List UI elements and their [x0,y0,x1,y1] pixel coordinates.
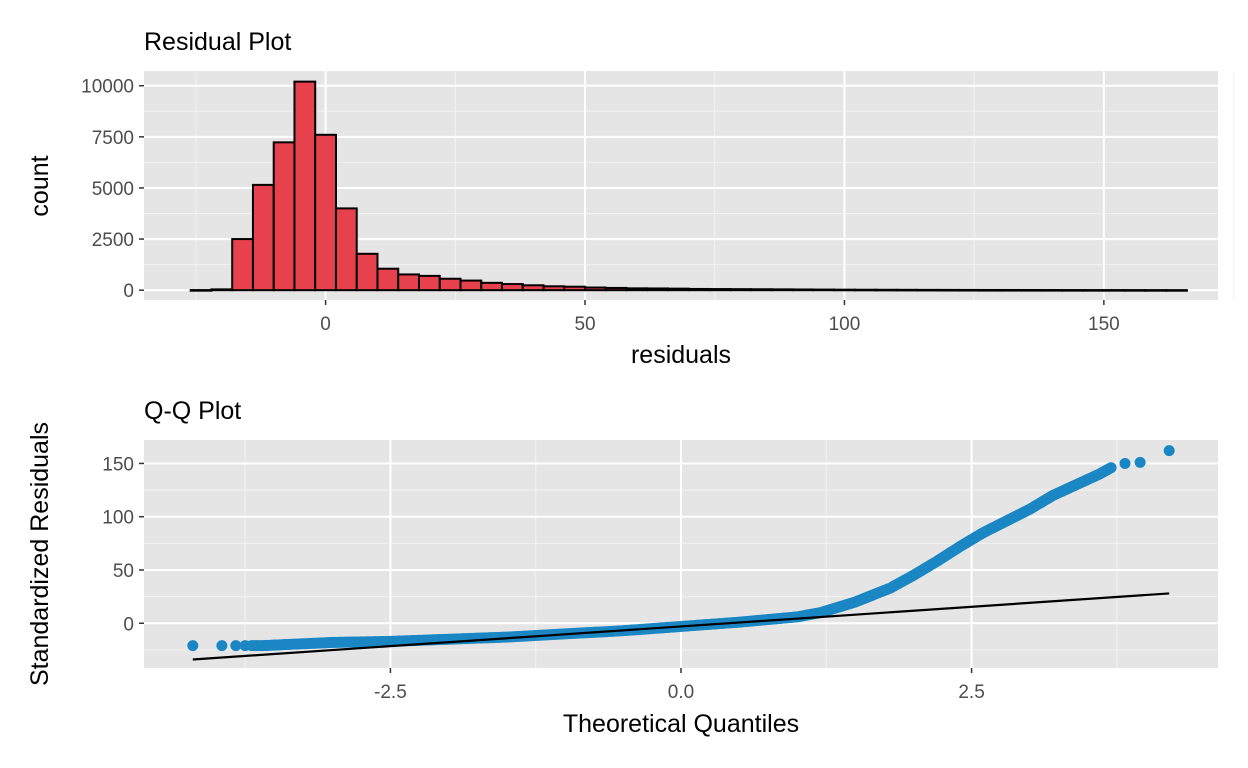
hist-x-tick-label: 150 [1088,314,1120,335]
histogram-title: Residual Plot [144,28,291,56]
histogram-bar [895,288,919,292]
histogram-bars [189,80,1188,292]
hist-y-tick-label: 2500 [92,230,134,251]
histogram-bar [501,283,524,292]
histogram-bar [1102,289,1126,292]
histogram-bar [791,288,815,292]
histogram-bar [293,80,317,292]
qq-y-tick-label: 150 [102,454,134,475]
histogram-bar [1019,289,1043,292]
histogram-bar [978,288,1002,292]
hist-x-tick-label: 50 [574,314,595,335]
histogram-x-ticks: 0 50 100 150 [320,300,1120,335]
residual-histogram-chart: Residual Plot 0 50 100 150 0 2500 5000 7500 100… [26,28,1235,369]
histogram-bar [874,288,898,292]
qq-y-axis-title: Standardized Residuals [26,422,54,686]
histogram-y-axis-title: count [26,155,54,216]
histogram-x-axis-title: residuals [631,341,731,369]
qq-point [1163,445,1175,457]
histogram-y-ticks: 0 2500 5000 7500 10000 [81,77,144,302]
histogram-bar [231,238,254,292]
histogram-bar [459,279,483,292]
histogram-bar [1061,289,1085,292]
hist-y-tick-label: 0 [123,281,134,302]
histogram-bar [210,288,234,292]
histogram-bar [625,287,649,292]
histogram-bar [999,288,1022,292]
qq-x-tick-label: 0.0 [668,682,694,703]
hist-x-tick-label: 0 [320,314,331,335]
histogram-bar [376,267,400,292]
histogram-bar [936,288,960,292]
histogram-bar [438,277,462,292]
histogram-bar [604,286,628,292]
qq-x-axis-title: Theoretical Quantiles [563,710,799,738]
histogram-bar [272,141,296,292]
histogram-bar [563,285,587,292]
histogram-bar [1123,289,1147,292]
histogram-bar [957,288,981,292]
qq-point [187,640,199,652]
qq-y-tick-label: 100 [102,508,134,529]
histogram-bar [314,133,337,292]
qq-plot-chart: Q-Q Plot -2.5 0.0 2.5 0 50 100 150 Theoretica… [26,397,1218,738]
histogram-bar [334,207,358,292]
histogram-bar [1040,289,1064,292]
histogram-bar [1144,289,1168,292]
histogram-bar [729,288,753,292]
histogram-bar [1082,289,1105,292]
histogram-bar [417,274,441,292]
histogram-bar [916,288,939,292]
histogram-bar [397,273,420,292]
qq-point [1105,462,1117,474]
qq-point [1134,456,1146,468]
hist-y-tick-label: 7500 [92,128,134,149]
histogram-bar [833,288,856,292]
histogram-bar [584,286,607,292]
histogram-bar [542,285,566,292]
qq-y-tick-label: 50 [113,561,134,582]
histogram-bar [667,287,690,292]
histogram-bar [750,288,773,292]
histogram-bar [708,288,732,292]
qq-plot-title: Q-Q Plot [144,397,241,425]
hist-x-tick-label: 100 [829,314,861,335]
qq-point [1119,457,1131,469]
hist-y-tick-label: 5000 [92,179,134,200]
histogram-bar [770,288,794,292]
histogram-bar [189,289,213,292]
histogram-bar [251,183,275,292]
histogram-bar [853,288,877,292]
qq-x-tick-label: 2.5 [958,682,984,703]
histogram-bar [1165,289,1188,292]
qq-reference-line [192,592,1170,661]
qq-point [216,640,228,652]
qq-y-tick-label: 0 [123,614,134,635]
qq-point [230,640,242,652]
qq-x-tick-label: -2.5 [374,682,407,703]
qq-x-ticks: -2.5 0.0 2.5 [374,668,985,703]
histogram-bar [687,287,711,292]
histogram-bar [480,281,503,292]
qq-reference-line-group [192,592,1170,661]
histogram-bar [521,284,545,292]
qq-y-ticks: 0 50 100 150 [102,454,144,635]
histogram-bar [646,287,670,292]
hist-y-tick-label: 10000 [81,77,134,98]
histogram-bar [812,288,836,292]
histogram-bar [355,252,379,292]
